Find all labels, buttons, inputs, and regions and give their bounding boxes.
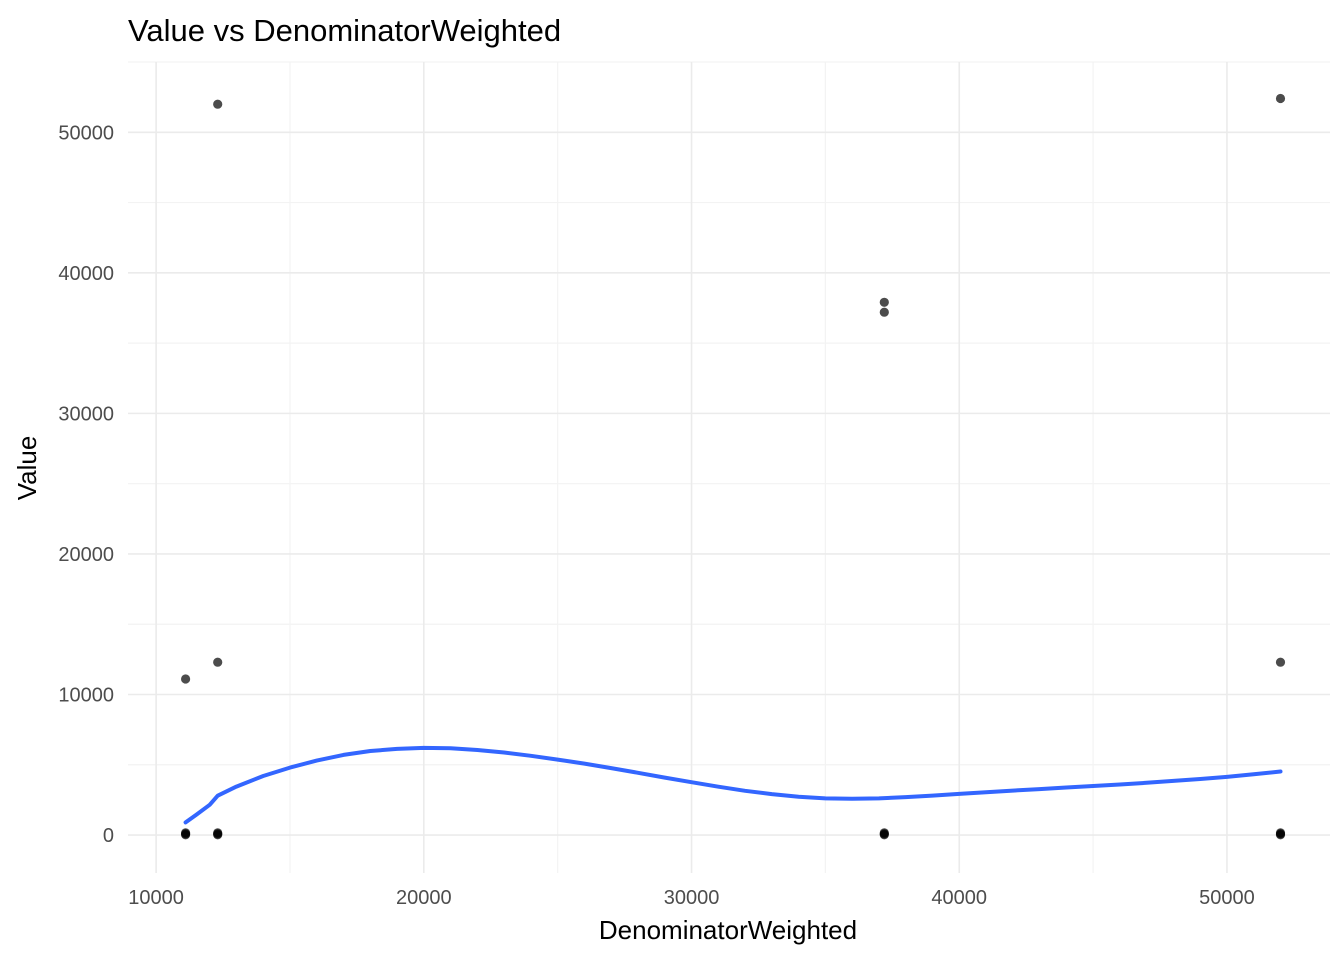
x-axis-title: DenominatorWeighted (599, 915, 857, 945)
y-axis-tick-labels: 0 10000 20000 30000 40000 50000 (58, 122, 114, 847)
y-tick-label: 30000 (58, 403, 114, 425)
x-tick-label: 10000 (128, 887, 184, 909)
y-tick-label: 10000 (58, 684, 114, 706)
x-tick-label: 40000 (931, 887, 987, 909)
minor-gridlines (128, 61, 1330, 873)
chart-title: Value vs DenominatorWeighted (128, 13, 561, 48)
data-point (181, 830, 191, 840)
y-axis-title: Value (12, 436, 42, 501)
data-point (213, 99, 223, 109)
x-tick-label: 50000 (1199, 887, 1255, 909)
data-point (213, 657, 223, 667)
y-tick-label: 20000 (58, 544, 114, 566)
data-point (1275, 93, 1286, 104)
data-point (1275, 830, 1286, 840)
y-tick-label: 50000 (58, 122, 114, 144)
data-point (181, 674, 191, 684)
data-point (879, 297, 889, 307)
x-tick-label: 20000 (396, 887, 452, 909)
y-tick-label: 0 (103, 825, 114, 847)
data-point (1275, 657, 1286, 667)
smooth-trend-line (183, 745, 1283, 825)
y-tick-label: 40000 (58, 263, 114, 285)
data-point (879, 830, 889, 840)
x-axis-tick-labels: 10000 20000 30000 40000 50000 (128, 887, 1254, 909)
data-points (181, 93, 1286, 840)
major-gridlines (128, 62, 1330, 873)
data-point (213, 830, 223, 840)
data-point (879, 307, 889, 317)
x-tick-label: 30000 (664, 887, 720, 909)
